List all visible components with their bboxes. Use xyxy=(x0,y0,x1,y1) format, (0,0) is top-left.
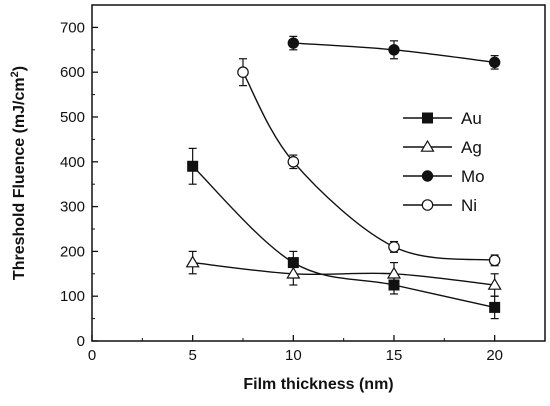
legend-label-ag: Ag xyxy=(461,138,482,157)
plot-area xyxy=(91,4,546,342)
x-tick-label: 5 xyxy=(188,347,196,364)
legend-label-au: Au xyxy=(461,109,482,128)
series-ni xyxy=(237,58,501,267)
legend-item-mo: Mo xyxy=(403,167,485,186)
y-tick-label: 500 xyxy=(60,109,85,126)
y-tick-label: 100 xyxy=(60,288,85,305)
y-axis-title-suffix: ) xyxy=(11,66,28,71)
x-tick-label: 15 xyxy=(386,347,403,364)
series-layer xyxy=(185,35,502,320)
legend-item-au: Au xyxy=(403,109,482,128)
data-point-ag xyxy=(286,266,301,279)
y-tick-label: 600 xyxy=(60,64,85,81)
x-tick-label: 10 xyxy=(285,347,302,364)
y-tick-label: 700 xyxy=(60,19,85,36)
legend: Au Ag Mo Ni xyxy=(403,109,485,215)
y-tick-label: 200 xyxy=(60,243,85,260)
legend-marker-mo xyxy=(421,170,434,182)
legend-marker-ag xyxy=(420,139,435,152)
series-line-ag xyxy=(192,261,495,286)
data-point-ag xyxy=(185,255,200,268)
data-point-ni xyxy=(488,254,501,267)
x-tick-label: 20 xyxy=(486,347,503,364)
plot-border xyxy=(91,4,546,342)
legend-item-ag: Ag xyxy=(403,138,482,157)
legend-label-mo: Mo xyxy=(461,167,485,186)
data-point-au xyxy=(489,301,501,313)
y-axis-title-main: Threshold Fluence (mJ/cm xyxy=(11,77,28,280)
data-point-ni xyxy=(237,66,249,78)
data-point-ni xyxy=(287,156,300,168)
legend-marker-au xyxy=(422,112,433,124)
y-axis-title-sup: 2 xyxy=(9,71,21,77)
series-line-au xyxy=(192,165,495,309)
y-axis-title: Threshold Fluence (mJ/cm2) xyxy=(9,66,28,280)
data-point-ag xyxy=(487,277,502,290)
legend-item-ni: Ni xyxy=(403,196,477,215)
legend-label-ni: Ni xyxy=(461,196,477,215)
y-tick-label: 400 xyxy=(60,154,85,171)
series-ag xyxy=(185,250,502,297)
y-tick-label: 0 xyxy=(77,333,85,350)
legend-marker-ni xyxy=(421,199,434,211)
series-line-ni xyxy=(242,71,495,262)
data-point-ni xyxy=(388,241,400,253)
x-tick-label: 0 xyxy=(88,347,96,364)
data-point-mo xyxy=(388,44,400,56)
x-axis-title: Film thickness (nm) xyxy=(243,376,393,393)
series-au xyxy=(187,147,501,320)
series-mo xyxy=(287,35,501,70)
data-point-ag xyxy=(386,266,402,279)
data-point-mo xyxy=(287,37,300,49)
data-point-au xyxy=(187,160,199,172)
y-tick-label: 300 xyxy=(60,199,85,216)
data-point-mo xyxy=(488,56,501,69)
